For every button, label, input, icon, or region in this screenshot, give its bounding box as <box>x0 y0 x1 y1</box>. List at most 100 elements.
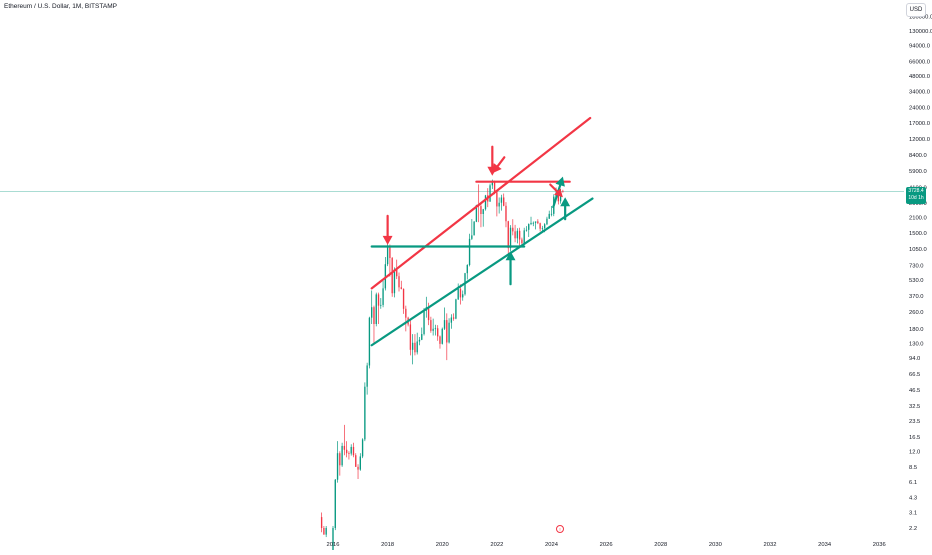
candle <box>505 202 507 228</box>
candle-body <box>512 227 514 232</box>
y-tick-label: 1500.0 <box>909 231 927 237</box>
event-marker-glyph: ! <box>559 527 560 532</box>
candle-body <box>350 446 352 454</box>
candle <box>448 318 450 344</box>
candle-body <box>534 221 537 223</box>
y-tick-label: 24000.0 <box>909 105 930 111</box>
candle-body <box>359 456 361 470</box>
candle-body <box>396 269 398 277</box>
candle <box>466 264 468 280</box>
y-tick-label: 8400.0 <box>909 153 927 159</box>
arrow-green-up-right[interactable] <box>552 176 565 209</box>
candle-body <box>432 328 434 331</box>
arrow-green-up[interactable] <box>560 197 571 221</box>
candle <box>334 478 336 531</box>
candle-body <box>366 365 368 387</box>
candle-body <box>475 205 478 222</box>
events-layer[interactable]: ! <box>556 525 564 533</box>
candle-body <box>489 185 491 202</box>
candle <box>359 453 361 471</box>
candle-body <box>450 317 453 323</box>
price-axis[interactable]: 180000.0 130000.0 94000.0 66000.0 48000.0 340… <box>909 14 932 532</box>
candle <box>425 296 428 318</box>
x-tick-label: 2020 <box>436 542 449 548</box>
candle <box>339 451 341 476</box>
x-tick-label: 2018 <box>381 542 394 548</box>
y-tick-label: 34000.0 <box>909 90 930 96</box>
candle-body <box>518 230 521 240</box>
candle <box>503 193 505 207</box>
y-tick-label: 5900.0 <box>909 169 927 175</box>
candle <box>341 442 343 467</box>
candle <box>518 227 521 249</box>
candle <box>462 290 464 301</box>
candle-body <box>352 446 355 456</box>
candle <box>500 194 503 211</box>
candle-body <box>386 246 389 265</box>
candle-body <box>509 227 512 249</box>
candle <box>521 237 523 245</box>
bar-countdown: 10d 1h <box>908 195 924 201</box>
candle <box>368 316 371 369</box>
candle-body <box>523 230 525 244</box>
candle-body <box>398 276 400 288</box>
arrow-red-down-left[interactable] <box>492 156 506 174</box>
candle <box>550 205 553 217</box>
y-tick-label: 48000.0 <box>909 74 930 80</box>
candle-body <box>543 224 546 228</box>
arrow-red-down-right[interactable] <box>549 183 563 198</box>
candle <box>528 223 530 237</box>
candle-body <box>562 191 564 193</box>
candle <box>452 313 455 321</box>
candle-body <box>393 269 396 294</box>
candle-body <box>482 209 484 215</box>
candle <box>537 219 539 225</box>
trendline-channel-top[interactable] <box>370 116 592 290</box>
arrow-green-up[interactable] <box>505 251 516 286</box>
candle <box>371 290 373 325</box>
candle-body <box>448 322 450 343</box>
candle-body <box>343 445 346 450</box>
candle-body <box>421 334 423 340</box>
y-tick-label: 370.0 <box>909 294 924 300</box>
candle-body <box>400 287 402 289</box>
arrow-head <box>382 235 393 245</box>
candle-body <box>446 320 448 343</box>
drawings-layer[interactable] <box>370 116 594 347</box>
y-tick-label: 17000.0 <box>909 121 930 127</box>
candle <box>411 334 414 365</box>
candle-body <box>427 307 430 321</box>
y-tick-label: 23.5 <box>909 419 920 425</box>
y-tick-label: 2.2 <box>909 526 917 532</box>
candle <box>380 298 382 309</box>
candle-body <box>557 192 560 202</box>
candle-body <box>452 317 455 319</box>
candle <box>516 228 519 244</box>
candle <box>357 464 359 479</box>
candle-body <box>546 218 548 225</box>
candle <box>352 442 355 458</box>
currency-button[interactable]: USD <box>906 3 926 17</box>
candle <box>409 318 412 356</box>
candle <box>480 203 482 228</box>
candle-body <box>409 324 412 350</box>
candle-body <box>503 197 505 206</box>
candles-layer <box>320 179 564 555</box>
time-axis[interactable]: 2016 2018 2020 2022 2024 2026 2028 2030 2032 2034… <box>327 542 886 548</box>
candle <box>496 190 498 217</box>
candle-body <box>391 258 393 294</box>
candle <box>441 327 443 345</box>
candle <box>430 316 432 333</box>
arrow-red-down[interactable] <box>382 214 393 245</box>
candle <box>416 332 418 355</box>
candle <box>389 244 391 277</box>
candle-body <box>507 221 509 249</box>
candle-body <box>525 229 528 231</box>
candle-body <box>516 230 519 239</box>
candle-body <box>389 246 391 259</box>
candle-body <box>468 238 471 266</box>
candle <box>405 305 407 332</box>
trendline-channel-bottom[interactable] <box>370 197 594 347</box>
